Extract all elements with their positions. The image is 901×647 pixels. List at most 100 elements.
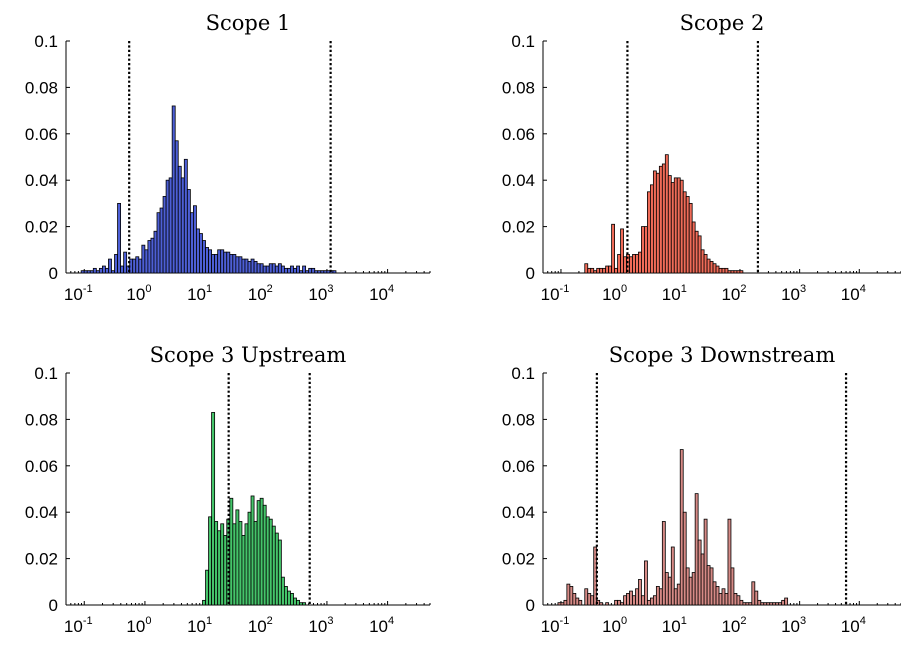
y-tick-label: 0.08	[25, 410, 58, 429]
histogram-bar	[733, 270, 738, 274]
histogram-bar	[220, 523, 225, 606]
histogram-bar	[626, 593, 630, 606]
x-tick-label: 10-1	[64, 283, 93, 304]
x-tick-label: 101	[662, 615, 687, 636]
x-tick-base: 10	[369, 617, 388, 636]
histogram-bar	[144, 249, 149, 274]
y-tick-label: 0	[49, 596, 58, 615]
x-tick-exponent: -1	[83, 615, 93, 627]
y-tick-label: 0.02	[502, 550, 535, 569]
x-tick-label: 102	[721, 283, 746, 304]
histogram-bar	[232, 254, 237, 274]
histogram-bar	[226, 251, 231, 274]
histogram-bar	[673, 588, 678, 606]
histogram-bar	[202, 599, 206, 606]
histogram-bar	[223, 535, 228, 606]
histogram-bar	[673, 177, 678, 274]
y-tick-label: 0.06	[502, 125, 535, 144]
histogram-bar	[238, 256, 243, 274]
histogram-bar	[250, 258, 255, 274]
histogram-bar	[296, 599, 300, 606]
x-tick-exponent: 3	[327, 615, 333, 627]
histogram-bar	[700, 249, 705, 274]
histogram-bar	[742, 602, 747, 606]
histogram-bar	[703, 518, 708, 606]
histogram-bar	[706, 565, 711, 606]
histogram-bar	[578, 599, 583, 606]
histogram-bar	[575, 597, 580, 606]
histogram-bar	[709, 260, 714, 274]
x-tick-label: 103	[781, 615, 806, 636]
histogram-bar	[718, 267, 723, 274]
histogram-bar	[177, 165, 182, 274]
y-tick-label: 0.1	[34, 32, 58, 51]
histogram-bar	[658, 588, 663, 606]
histogram-bar	[174, 140, 179, 274]
histogram-bar	[635, 588, 639, 606]
histogram-bar	[784, 597, 789, 606]
chart-title: Scope 3 Downstream	[609, 343, 836, 367]
histogram-bar	[141, 244, 146, 274]
y-tick-label: 0.08	[502, 410, 535, 429]
histogram-bar	[757, 599, 762, 606]
x-tick-exponent: 1	[206, 615, 212, 627]
histogram-bar	[183, 158, 188, 274]
x-tick-exponent: -1	[560, 283, 570, 295]
histogram-bar	[736, 595, 741, 606]
x-tick-label: 10-1	[541, 283, 570, 304]
histogram-bar	[98, 267, 103, 274]
histogram-bar	[685, 567, 690, 606]
histogram-bar	[781, 599, 786, 606]
histogram-bar	[186, 189, 191, 274]
histogram-bar	[223, 251, 228, 274]
x-tick-base: 10	[126, 617, 145, 636]
histogram-bar	[293, 597, 297, 606]
histogram-bar	[620, 602, 624, 606]
histogram-bar	[608, 265, 613, 274]
histogram-bar	[763, 602, 768, 606]
histogram-bar	[614, 599, 618, 606]
histogram-bar	[694, 230, 699, 274]
histogram-bar	[587, 267, 592, 274]
histogram-bar	[274, 532, 279, 606]
x-tick-base: 10	[662, 285, 681, 304]
histogram-bar	[217, 249, 222, 274]
histogram-bar	[229, 497, 234, 606]
histogram-bar	[123, 251, 128, 274]
histogram-bar	[557, 602, 562, 606]
histogram-bar	[688, 576, 693, 606]
histogram-bar	[739, 270, 744, 274]
y-tick-label: 0.06	[502, 457, 535, 476]
histogram-bar	[599, 602, 604, 606]
histogram-bar	[105, 267, 109, 274]
histogram-bar	[599, 267, 604, 274]
histogram-bar	[202, 240, 206, 274]
histogram-bar	[256, 263, 261, 274]
histogram-bar	[739, 599, 744, 606]
histogram-bar	[280, 576, 285, 606]
x-tick-exponent: 3	[327, 283, 333, 295]
histogram-bar	[703, 254, 708, 274]
x-tick-exponent: 2	[267, 283, 273, 295]
histogram-bar	[138, 258, 143, 274]
histogram-bar	[650, 597, 654, 606]
histogram-bar	[95, 270, 100, 274]
histogram-bar	[644, 560, 648, 606]
histogram-bar	[676, 583, 681, 606]
x-tick-base: 10	[369, 285, 388, 304]
x-tick-exponent: 4	[860, 615, 866, 627]
histogram-bar	[655, 586, 660, 606]
x-tick-base: 10	[126, 285, 145, 304]
histogram-bar	[688, 202, 693, 274]
histogram-bar	[709, 567, 714, 606]
histogram-bar	[730, 567, 735, 606]
histogram-bar	[171, 105, 176, 274]
histogram-bar	[238, 521, 243, 606]
panel-scope-3-downstream: Scope 3 Downstream00.020.040.060.080.110…	[502, 343, 901, 636]
histogram-bar	[108, 258, 112, 274]
histogram-bar	[135, 256, 140, 274]
histogram-bar	[730, 270, 735, 274]
y-tick-label: 0.04	[25, 503, 58, 522]
x-tick-exponent: 3	[800, 615, 806, 627]
histogram-bar	[86, 270, 91, 274]
